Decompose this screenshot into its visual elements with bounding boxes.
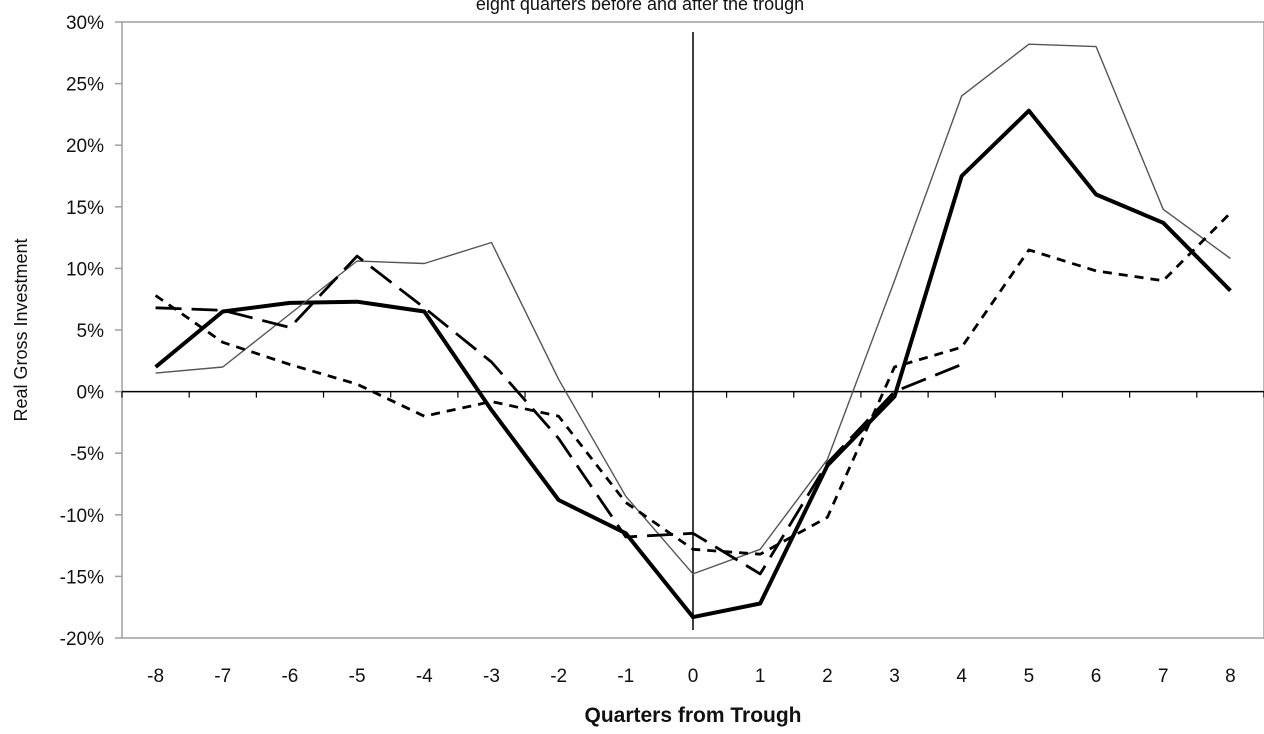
x-tick-label: 1: [755, 666, 766, 687]
y-axis-ticks: 30% 25% 20% 15% 10% 5% 0% -5% -10% -15% -20%: [60, 13, 122, 650]
series-layer: [154, 43, 1232, 620]
x-tick-label: -4: [416, 666, 433, 687]
x-tick-label: -5: [349, 666, 366, 687]
x-tick-label: -7: [214, 666, 231, 687]
x-tick-label: 6: [1091, 666, 1102, 687]
y-tick-label: 5%: [77, 321, 105, 342]
y-tick-label: -10%: [60, 506, 104, 527]
y-tick-label: 10%: [66, 259, 104, 280]
y-tick-label: 0%: [77, 383, 105, 404]
x-tick-label: -1: [617, 666, 634, 687]
y-tick-label: 25%: [66, 75, 104, 96]
x-tick-label: -3: [483, 666, 500, 687]
x-tick-label: 3: [889, 666, 900, 687]
x-tick-label: -6: [281, 666, 298, 687]
x-tick-label: 7: [1158, 666, 1169, 687]
y-tick-label: -5%: [70, 444, 104, 465]
y-tick-label: 20%: [66, 136, 104, 157]
x-tick-label: 0: [688, 666, 699, 687]
y-tick-label: 30%: [66, 13, 104, 34]
y-axis-label: Real Gross Investment: [11, 238, 31, 421]
x-axis-label: Quarters from Trough: [584, 704, 801, 727]
y-tick-label: -15%: [60, 567, 104, 588]
series-line-thin-solid: [155, 43, 1231, 575]
x-tick-label: -8: [147, 666, 164, 687]
y-tick-label: 15%: [66, 198, 104, 219]
series-line-short-dash: [154, 212, 1232, 556]
y-tick-label: -20%: [60, 629, 104, 650]
x-axis-ticks: -8 -7 -6 -5 -4 -3 -2 -1 0 1 2 3 4 5 6 7 8: [121, 391, 1264, 687]
x-tick-label: 5: [1024, 666, 1035, 687]
series-line-thick-solid: [154, 108, 1232, 620]
x-tick-label: 4: [956, 666, 967, 687]
x-tick-label: 2: [822, 666, 833, 687]
x-tick-label: -2: [550, 666, 567, 687]
x-tick-label: 8: [1225, 666, 1236, 687]
chart-title: eight quarters before and after the trou…: [476, 0, 804, 14]
